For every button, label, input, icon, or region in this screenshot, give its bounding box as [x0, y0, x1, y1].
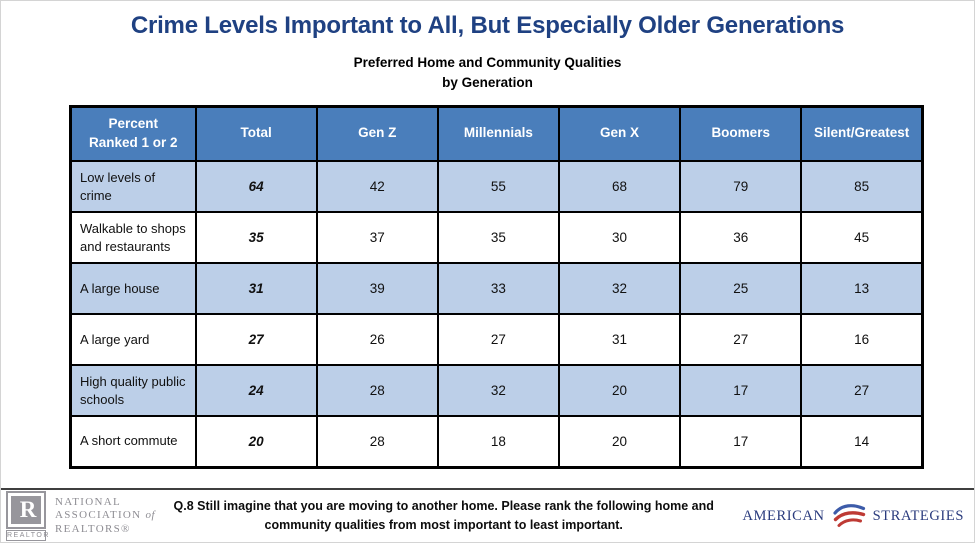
table-cell: 27: [194, 313, 318, 366]
generation-table: Percent Ranked 1 or 2 Total Gen Z Millen…: [69, 104, 924, 469]
table-cell: 16: [800, 313, 924, 366]
table-cell: 85: [800, 160, 924, 213]
table-row: Walkable to shops and restaurants 35 37 …: [69, 211, 924, 264]
survey-question-line1: Q.8 Still imagine that you are moving to…: [173, 499, 714, 514]
table-cell: 18: [436, 415, 560, 468]
table-cell: 35: [194, 211, 318, 264]
table-row: A large house 31 39 33 32 25 13: [69, 262, 924, 315]
table-cell: 25: [679, 262, 803, 315]
table-cell: 14: [800, 415, 924, 468]
column-header-genx: Gen X: [557, 105, 682, 162]
nar-line2: ASSOCIATION of: [55, 509, 156, 522]
realtor-r-icon: R REALTOR: [6, 491, 50, 541]
table-cell: 24: [194, 364, 318, 417]
table-cell: 28: [315, 364, 439, 417]
table-cell: 32: [557, 262, 682, 315]
row-label: A large yard: [69, 313, 197, 366]
table-cell: 55: [436, 160, 560, 213]
american-strategies-logo: AMERICAN STRATEGIES: [742, 503, 964, 529]
table-row: Low levels of crime 64 42 55 68 79 85: [69, 160, 924, 213]
swoosh-icon: [832, 504, 865, 527]
realtor-badge-letter: R: [11, 496, 41, 524]
row-label: Low levels of crime: [69, 160, 197, 213]
table-cell: 36: [679, 211, 803, 264]
table-cell: 13: [800, 262, 924, 315]
table-cell: 20: [557, 364, 682, 417]
table-cell: 79: [679, 160, 803, 213]
table-title-line2: by Generation: [442, 75, 533, 91]
corner-line1: Percent: [108, 115, 159, 131]
american-strategies-left-text: AMERICAN: [742, 507, 825, 524]
row-label: High quality public schools: [69, 364, 197, 417]
footer: R REALTOR NATIONAL ASSOCIATION of REALTO…: [1, 488, 974, 542]
nar-logo: R REALTOR NATIONAL ASSOCIATION of REALTO…: [6, 491, 155, 541]
row-label: A short commute: [69, 415, 197, 468]
table-cell: 68: [557, 160, 682, 213]
table-cell: 64: [194, 160, 318, 213]
table-cell: 33: [436, 262, 560, 315]
table-cell: 45: [800, 211, 924, 264]
table-row: A large yard 27 26 27 31 27 16: [69, 313, 924, 366]
table-cell: 27: [436, 313, 560, 366]
survey-question-line2: community qualities from most important …: [264, 518, 623, 532]
table-cell: 35: [436, 211, 560, 264]
table-cell: 32: [436, 364, 560, 417]
table-cell: 31: [557, 313, 682, 366]
american-strategies-right-text: STRATEGIES: [872, 507, 964, 524]
nar-line1: NATIONAL: [55, 496, 122, 509]
table-cell: 42: [315, 160, 439, 213]
table-cell: 27: [800, 364, 924, 417]
realtor-badge-caption: REALTOR: [6, 530, 50, 541]
table-cell: 31: [194, 262, 318, 315]
page-title: Crime Levels Important to All, But Espec…: [130, 12, 845, 39]
table-cell: 28: [315, 415, 439, 468]
column-header-percent-ranked: Percent Ranked 1 or 2: [69, 105, 197, 162]
table-row: High quality public schools 24 28 32 20 …: [69, 364, 924, 417]
table-title-line1: Preferred Home and Community Qualities: [353, 55, 622, 70]
table-cell: 39: [315, 262, 439, 315]
column-header-total: Total: [194, 105, 318, 162]
table-cell: 26: [315, 313, 439, 366]
column-header-silent-greatest: Silent/Greatest: [800, 105, 924, 162]
table-header-row: Percent Ranked 1 or 2 Total Gen Z Millen…: [69, 105, 924, 162]
column-header-boomers: Boomers: [679, 105, 803, 162]
nar-wordmark: NATIONAL ASSOCIATION of REALTORS®: [55, 496, 155, 536]
corner-line2: Ranked 1 or 2: [88, 134, 178, 150]
table-title: Preferred Home and Community Qualities b…: [1, 53, 974, 94]
row-label: Walkable to shops and restaurants: [69, 211, 197, 264]
table-cell: 37: [315, 211, 439, 264]
column-header-genz: Gen Z: [315, 105, 439, 162]
table-cell: 17: [679, 364, 803, 417]
table-cell: 27: [679, 313, 803, 366]
nar-of-word: of: [145, 509, 156, 522]
table-cell: 20: [194, 415, 318, 468]
survey-question: Q.8 Still imagine that you are moving to…: [159, 497, 728, 535]
table-cell: 17: [679, 415, 803, 468]
table-cell: 20: [557, 415, 682, 468]
table-cell: 30: [557, 211, 682, 264]
table-row: A short commute 20 28 18 20 17 14: [69, 415, 924, 468]
column-header-millennials: Millennials: [436, 105, 560, 162]
row-label: A large house: [69, 262, 197, 315]
nar-line3: REALTORS®: [55, 522, 131, 535]
